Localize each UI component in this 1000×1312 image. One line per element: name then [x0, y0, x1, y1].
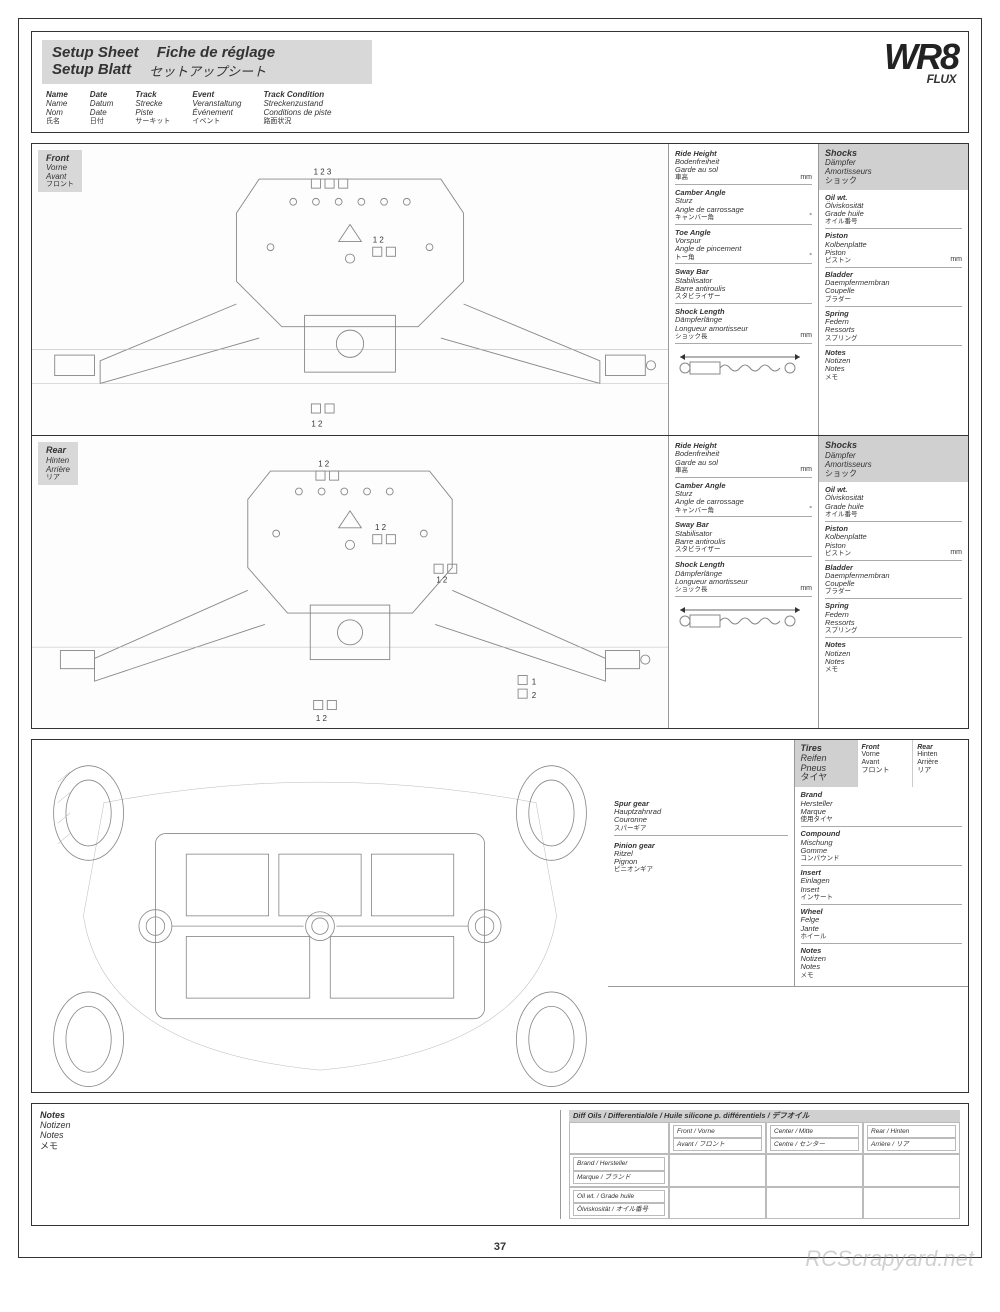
- title-block: Setup Sheet Fiche de réglage Setup Blatt…: [42, 40, 372, 84]
- page-number: 37: [494, 1241, 506, 1253]
- shock-oil[interactable]: Oil wt. Ölviskosität Grade huile オイル番号: [825, 194, 962, 230]
- diffoils-cell[interactable]: [669, 1154, 766, 1186]
- svg-text:1: 1: [532, 678, 537, 687]
- front-params: Ride Height Bodenfreiheit Garde au sol 車…: [668, 144, 818, 436]
- tires-label: Tires Reifen Pneus タイヤ: [795, 740, 857, 788]
- shock-bladder-r[interactable]: Bladder Daempfermembran Coupelle ブラダー: [825, 564, 962, 600]
- suspension-section: Front Vorne Avant フロント: [31, 143, 969, 729]
- gear-params: Spur gear Hauptzahnrad Couronne スパーギア Pi…: [608, 740, 794, 986]
- diffoils-col-rear: Rear / Hinten Arrière / リア: [863, 1122, 960, 1154]
- diffoils-cell[interactable]: [766, 1187, 863, 1219]
- title-de: Setup Blatt: [52, 61, 131, 80]
- pinion-gear[interactable]: Pinion gear Ritzel Pignon ピニオンギア: [614, 842, 788, 877]
- param-toe[interactable]: Toe Angle Vorspur Angle de pincement トー角…: [675, 229, 812, 265]
- diffoils-col-front: Front / Vorne Avant / フロント: [669, 1122, 766, 1154]
- tires-block: Tires Reifen Pneus タイヤ Front Vorne Avant…: [794, 740, 969, 986]
- shocks-header: Shocks Dämpfer Amortisseurs ショック: [819, 144, 968, 190]
- diffoils-block: Diff Oils / Differentialöle / Huile sili…: [560, 1110, 960, 1219]
- hf-track[interactable]: Track Strecke Piste サーキット: [135, 90, 170, 126]
- tire-wheel[interactable]: Wheel Felge Jante ホイール: [801, 908, 963, 944]
- rear-shocks: Shocks Dämpfer Amortisseurs ショック Oil wt.…: [818, 436, 968, 728]
- rear-panel: Rear Hinten Arrière リア: [32, 436, 968, 728]
- param-sway-r[interactable]: Sway Bar Stabilisator Barre antiroulis ス…: [675, 521, 812, 557]
- shock-notes[interactable]: Notes Notizen Notes メモ: [825, 349, 962, 384]
- logo-sub: FLUX: [927, 72, 956, 86]
- shock-bladder[interactable]: Bladder Daempfermembran Coupelle ブラダー: [825, 271, 962, 307]
- shock-piston[interactable]: Piston Kolbenplatte Piston ピストン mm: [825, 232, 962, 268]
- front-svg: 1 2 3 1 2 1 2: [32, 144, 668, 436]
- tire-notes[interactable]: Notes Notizen Notes メモ: [801, 947, 963, 982]
- tires-col-front: Front Vorne Avant フロント: [857, 740, 913, 788]
- front-panel: Front Vorne Avant フロント: [32, 144, 968, 437]
- param-camber-r[interactable]: Camber Angle Sturz Angle de carrossage キ…: [675, 482, 812, 518]
- param-sway[interactable]: Sway Bar Stabilisator Barre antiroulis ス…: [675, 268, 812, 304]
- shock-icon: [675, 352, 805, 382]
- front-cb-top: 1 2 3: [314, 167, 332, 176]
- hf-name[interactable]: Name Name Nom 氏名: [46, 90, 68, 126]
- title-en: Setup Sheet: [52, 44, 139, 61]
- param-shocklen[interactable]: Shock Length Dämpferlänge Longueur amort…: [675, 308, 812, 344]
- shock-oil-r[interactable]: Oil wt. Ölviskosität Grade huile オイル番号: [825, 486, 962, 522]
- front-shocks: Shocks Dämpfer Amortisseurs ショック Oil wt.…: [818, 144, 968, 436]
- diffoils-title: Diff Oils / Differentialöle / Huile sili…: [569, 1110, 960, 1123]
- header-fields: Name Name Nom 氏名 Date Datum Date 日付 Trac…: [42, 90, 958, 126]
- logo: WR8 FLUX: [738, 40, 958, 84]
- shock-spring-r[interactable]: Spring Federn Ressorts スプリング: [825, 602, 962, 638]
- svg-text:1 2: 1 2: [373, 235, 385, 244]
- svg-text:2: 2: [532, 691, 537, 700]
- param-ride-height-r[interactable]: Ride Height Bodenfreiheit Garde au sol 車…: [675, 442, 812, 478]
- front-diagram: Front Vorne Avant フロント: [32, 144, 668, 436]
- tire-brand[interactable]: Brand Hersteller Marque 使用タイヤ: [801, 791, 963, 827]
- spur-gear[interactable]: Spur gear Hauptzahnrad Couronne スパーギア: [614, 800, 788, 836]
- rear-label: Rear Hinten Arrière リア: [38, 442, 78, 485]
- shocks-header-r: Shocks Dämpfer Amortisseurs ショック: [819, 436, 968, 482]
- svg-text:1 2: 1 2: [318, 460, 330, 469]
- hf-event[interactable]: Event Veranstaltung Événement イベント: [192, 90, 241, 126]
- shock-notes-r[interactable]: Notes Notizen Notes メモ: [825, 641, 962, 676]
- header-block: Setup Sheet Fiche de réglage Setup Blatt…: [31, 31, 969, 133]
- tire-insert[interactable]: Insert Einlagen Insert インサート: [801, 869, 963, 905]
- param-shocklen-r[interactable]: Shock Length Dämpferlänge Longueur amort…: [675, 561, 812, 597]
- svg-text:1 2: 1 2: [436, 576, 448, 585]
- param-camber[interactable]: Camber Angle Sturz Angle de carrossage キ…: [675, 189, 812, 225]
- diffoils-cell[interactable]: [863, 1154, 960, 1186]
- front-label: Front Vorne Avant フロント: [38, 150, 82, 193]
- chassis-svg: [32, 740, 608, 1092]
- diffoils-col-center: Center / Mitte Centre / センター: [766, 1122, 863, 1154]
- shock-icon: [675, 605, 805, 635]
- diffoils-row-oil: Oil wt. / Grade huile Ölviskosität / オイル…: [569, 1187, 669, 1219]
- page-frame: Setup Sheet Fiche de réglage Setup Blatt…: [18, 18, 982, 1258]
- notes-block[interactable]: Notes Notizen Notes メモ: [40, 1110, 560, 1219]
- tire-compound[interactable]: Compound Mischung Gomme コンパウンド: [801, 830, 963, 866]
- chassis-diagram: [32, 740, 608, 1092]
- diffoils-cell[interactable]: [766, 1154, 863, 1186]
- chassis-section: Spur gear Hauptzahnrad Couronne スパーギア Pi…: [31, 739, 969, 1093]
- diffoils-cell[interactable]: [669, 1187, 766, 1219]
- rear-params: Ride Height Bodenfreiheit Garde au sol 車…: [668, 436, 818, 728]
- title-fr: Fiche de réglage: [157, 44, 275, 61]
- notes-section: Notes Notizen Notes メモ Diff Oils / Diffe…: [31, 1103, 969, 1226]
- rear-svg: 1 2 1 2 1 2 1 2 1 2: [32, 436, 668, 728]
- svg-text:1 2: 1 2: [311, 419, 323, 428]
- svg-text:1 2: 1 2: [316, 714, 328, 723]
- rear-diagram: Rear Hinten Arrière リア: [32, 436, 668, 728]
- diffoils-row-brand: Brand / Hersteller Marque / ブランド: [569, 1154, 669, 1186]
- param-ride-height[interactable]: Ride Height Bodenfreiheit Garde au sol 車…: [675, 150, 812, 186]
- shock-piston-r[interactable]: Piston Kolbenplatte Piston ピストン mm: [825, 525, 962, 561]
- svg-text:1 2: 1 2: [375, 523, 387, 532]
- title-jp: セットアップシート: [149, 61, 266, 80]
- diffoils-cell[interactable]: [863, 1187, 960, 1219]
- tires-col-rear: Rear Hinten Arrière リア: [912, 740, 968, 788]
- hf-condition[interactable]: Track Condition Streckenzustand Conditio…: [263, 90, 331, 126]
- hf-date[interactable]: Date Datum Date 日付: [90, 90, 114, 126]
- shock-spring[interactable]: Spring Federn Ressorts スプリング: [825, 310, 962, 346]
